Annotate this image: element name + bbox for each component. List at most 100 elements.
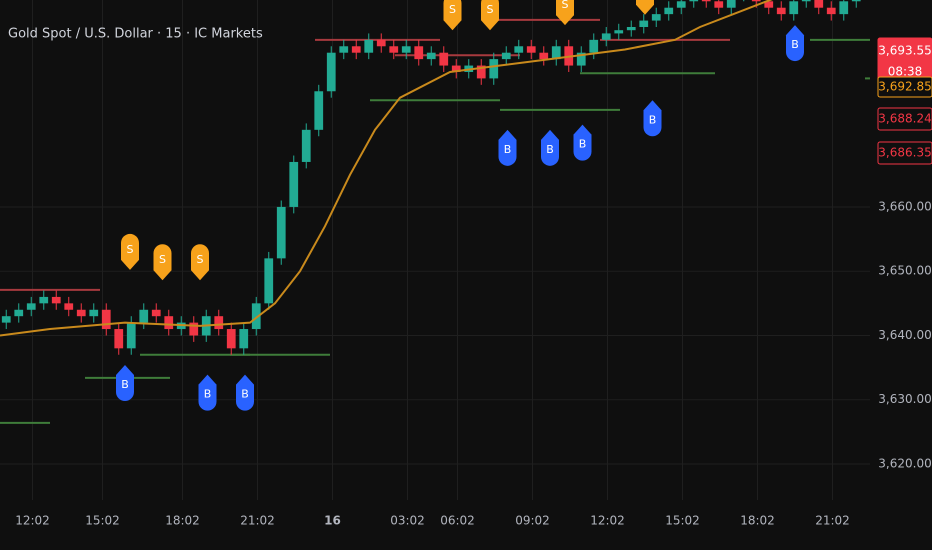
candle-body bbox=[514, 46, 524, 53]
plot-area: S S S S S S S B B B B B B B B bbox=[0, 0, 870, 424]
signal-marker bbox=[786, 25, 804, 62]
candle-body bbox=[651, 14, 661, 21]
signal-marker bbox=[191, 244, 209, 281]
x-tick-label: 09:02 bbox=[515, 514, 550, 528]
price-tag-label: 3,688.24 bbox=[878, 112, 931, 126]
x-tick-label: 12:02 bbox=[590, 514, 625, 528]
candle-body bbox=[26, 303, 36, 310]
signal-marker bbox=[153, 244, 172, 281]
candle-body bbox=[751, 0, 761, 2]
moving-average bbox=[0, 0, 773, 337]
candle-body bbox=[551, 46, 561, 60]
candle-body bbox=[401, 46, 411, 53]
candle-body bbox=[539, 52, 549, 60]
candle-body bbox=[439, 52, 449, 66]
signal-marker bbox=[541, 129, 559, 166]
y-tick-label: 3,650.00 bbox=[878, 264, 931, 278]
y-tick-label: 3,620.00 bbox=[878, 457, 931, 471]
signal-marker bbox=[198, 374, 217, 411]
candle-body bbox=[789, 1, 799, 15]
candle-body bbox=[101, 309, 111, 330]
candle-body bbox=[714, 1, 724, 8]
candle-body bbox=[364, 39, 374, 53]
y-tick-label: 3,640.00 bbox=[878, 328, 931, 342]
x-tick-label: 03:02 bbox=[390, 514, 425, 528]
candle-body bbox=[226, 329, 236, 349]
candle-body bbox=[164, 316, 174, 330]
x-tick-label: 16 bbox=[324, 514, 341, 528]
candle-body bbox=[39, 296, 49, 304]
signal-label: B bbox=[241, 388, 249, 401]
candle-body bbox=[839, 1, 849, 15]
signal-label: S bbox=[127, 243, 134, 256]
x-tick-label: 15:02 bbox=[85, 514, 120, 528]
candle-body bbox=[1, 316, 11, 323]
candle-body bbox=[189, 322, 199, 336]
candle-body bbox=[526, 46, 536, 53]
signal-label: S bbox=[449, 3, 456, 16]
x-tick-label: 06:02 bbox=[440, 514, 475, 528]
candle-body bbox=[676, 1, 686, 8]
candle-body bbox=[689, 0, 699, 2]
signal-label: B bbox=[204, 388, 212, 401]
candle-body bbox=[489, 59, 499, 79]
signal-marker bbox=[121, 233, 139, 270]
candle-body bbox=[451, 65, 461, 72]
candle-body bbox=[289, 161, 299, 207]
x-tick-label: 15:02 bbox=[665, 514, 700, 528]
candle-body bbox=[764, 1, 774, 8]
signal-marker bbox=[636, 0, 654, 15]
signal-marker bbox=[481, 0, 499, 31]
candle-body bbox=[801, 0, 811, 2]
candle-body bbox=[264, 258, 274, 304]
signal-label: S bbox=[562, 0, 569, 11]
signal-label: B bbox=[579, 138, 587, 151]
signal-label: B bbox=[649, 113, 657, 126]
price-tag-label: 3,692.85 bbox=[878, 80, 931, 94]
candle-body bbox=[14, 309, 24, 317]
candle-body bbox=[76, 309, 86, 317]
candle-body bbox=[476, 65, 486, 79]
price-tag-label: 3,686.35 bbox=[878, 146, 931, 160]
x-tick-label: 21:02 bbox=[240, 514, 275, 528]
signal-marker bbox=[556, 0, 574, 26]
candle-body bbox=[314, 91, 324, 130]
candle-body bbox=[576, 52, 586, 66]
signal-label: S bbox=[487, 3, 494, 16]
price-tag-time: 08:38 bbox=[888, 65, 923, 79]
signal-label: S bbox=[197, 253, 204, 266]
axes: 3,620.00 3,630.00 3,640.00 3,650.00 3,660.00… bbox=[15, 37, 932, 528]
candle-body bbox=[389, 46, 399, 53]
candle-body bbox=[501, 52, 511, 60]
signal-marker bbox=[443, 0, 462, 31]
candle-body bbox=[64, 303, 74, 310]
candle-body bbox=[139, 309, 149, 323]
candle-body bbox=[614, 30, 624, 34]
candle-body bbox=[851, 0, 861, 2]
signal-label: B bbox=[121, 378, 129, 391]
signal-marker bbox=[573, 124, 592, 161]
x-tick-label: 18:02 bbox=[740, 514, 775, 528]
candle-body bbox=[239, 329, 249, 349]
signal-label: S bbox=[159, 253, 166, 266]
candle-body bbox=[89, 309, 99, 317]
price-tag-label: 3,693.55 bbox=[878, 44, 931, 58]
x-tick-label: 21:02 bbox=[815, 514, 850, 528]
candle-body bbox=[426, 52, 436, 60]
x-tick-label: 18:02 bbox=[165, 514, 200, 528]
grid bbox=[0, 0, 870, 500]
candle-body bbox=[726, 0, 736, 8]
price-tag bbox=[877, 107, 932, 131]
candle-body bbox=[276, 206, 286, 259]
signal-marker bbox=[236, 374, 254, 411]
signal-marker bbox=[498, 129, 517, 166]
candle-body bbox=[126, 322, 136, 349]
signal-marker bbox=[116, 365, 134, 402]
candle-body bbox=[214, 316, 224, 330]
candle-body bbox=[601, 33, 611, 40]
candle-body bbox=[664, 7, 674, 15]
candle-body bbox=[151, 309, 161, 317]
candle-body bbox=[639, 20, 649, 27]
candle-body bbox=[251, 303, 261, 330]
